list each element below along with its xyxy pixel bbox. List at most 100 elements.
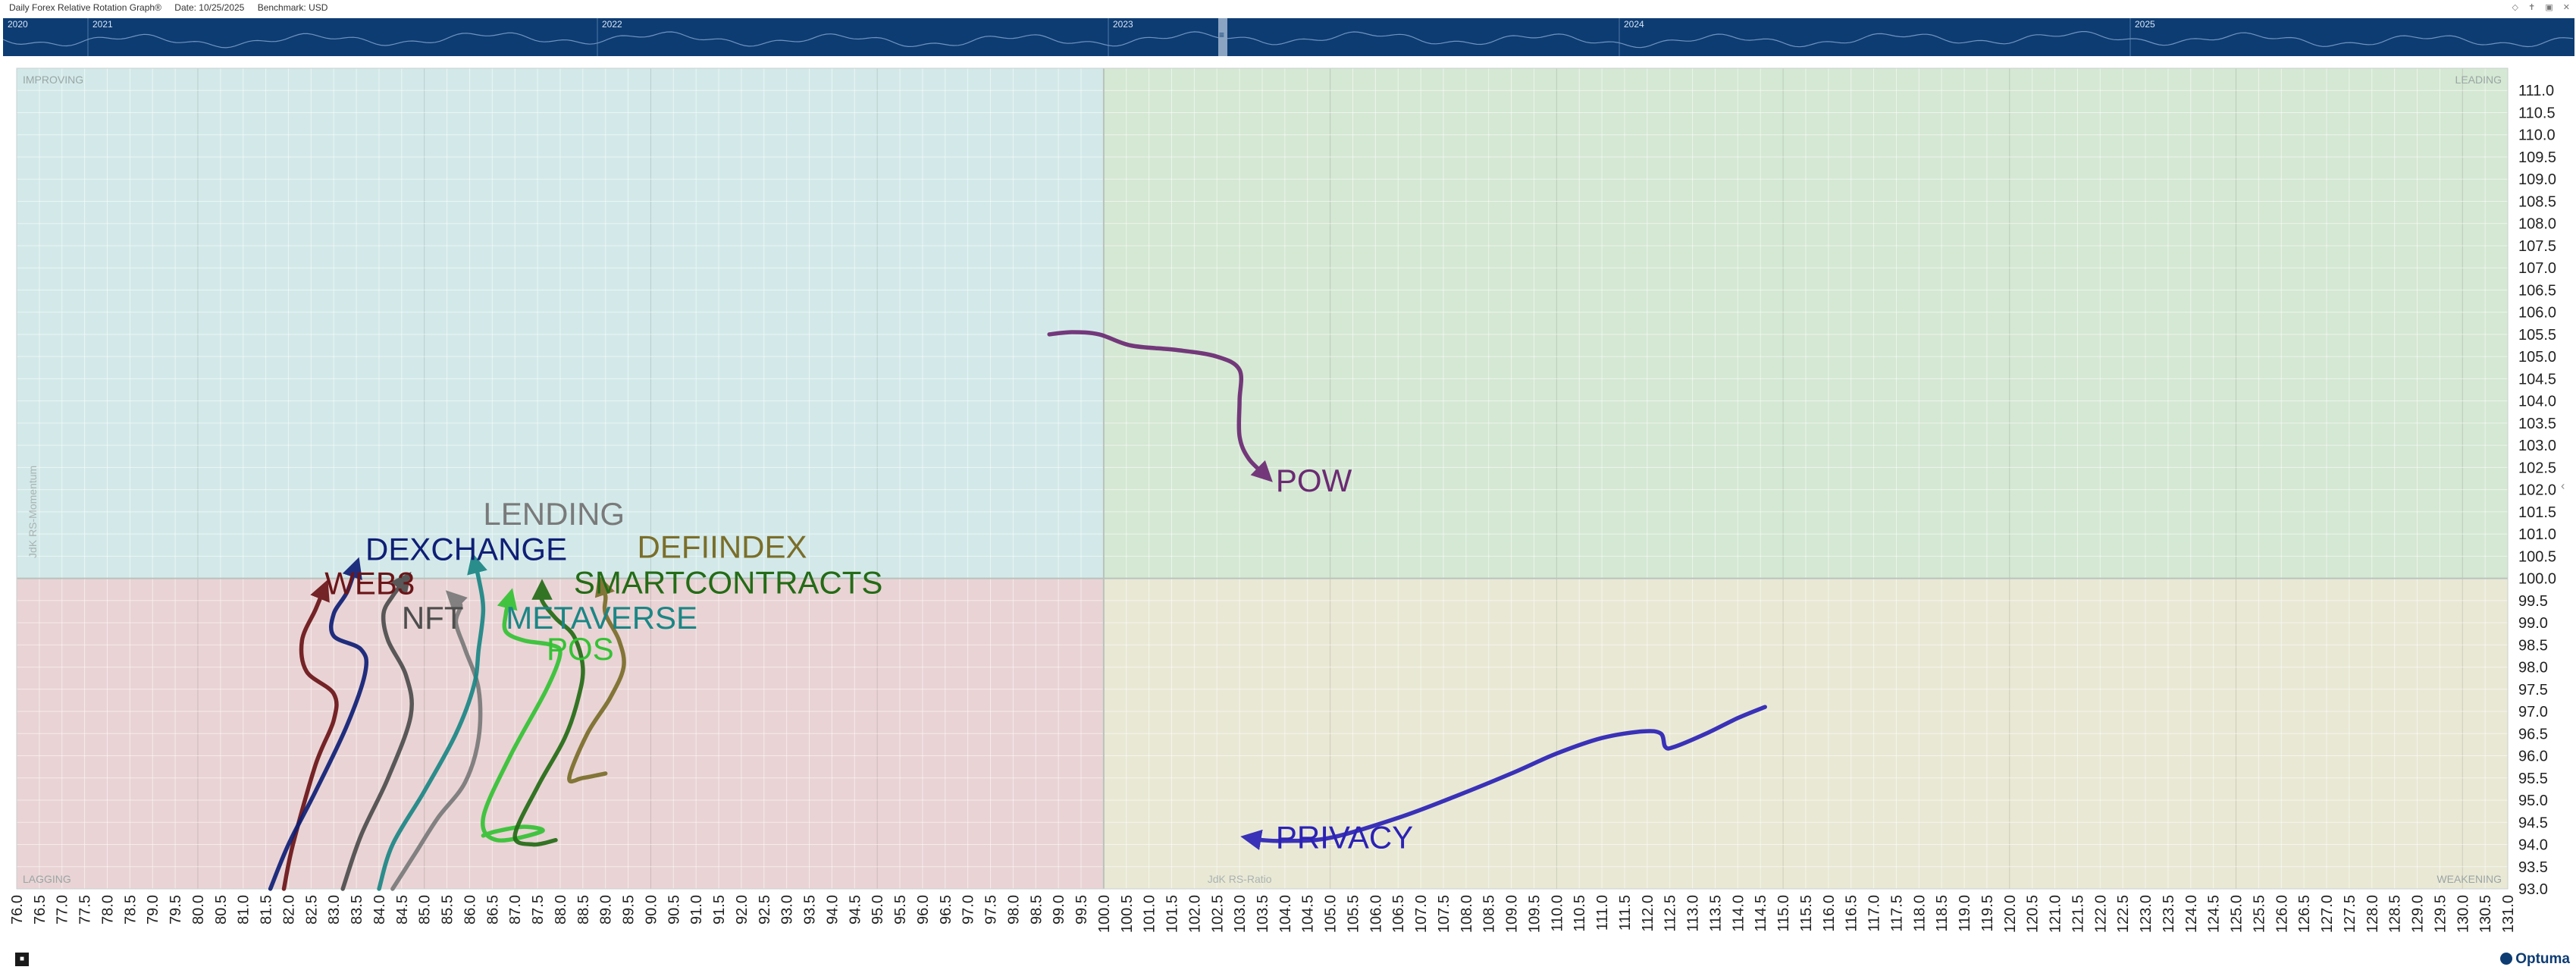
x-tick-label: 96.0 [915, 895, 932, 924]
label-privacy[interactable]: PRIVACY [1276, 820, 1413, 855]
label-lending[interactable]: LENDING [483, 496, 625, 532]
x-tick-label: 98.5 [1028, 895, 1045, 924]
label-metaverse[interactable]: METAVERSE [506, 600, 697, 636]
label-web3[interactable]: WEB3 [324, 566, 415, 601]
collapse-panel-icon[interactable]: ‹ [2561, 480, 2565, 493]
quadrant-label-improving: IMPROVING [23, 74, 83, 86]
x-tick-label: 77.0 [55, 895, 71, 924]
x-tick-label: 124.5 [2206, 895, 2223, 933]
x-tick-label: 125.0 [2229, 895, 2245, 933]
label-pos[interactable]: POS [547, 631, 614, 667]
tail-lending[interactable] [390, 590, 483, 891]
x-tick-label: 86.0 [462, 895, 478, 924]
x-tick-label: 127.5 [2342, 895, 2358, 933]
x-tick-label: 119.0 [1957, 895, 1973, 932]
x-tick-label: 92.5 [757, 895, 773, 924]
tail-dexchange[interactable] [268, 557, 369, 891]
timeline-scrubber[interactable]: 2020 2021 2022 2023 2024 2025 ≡ [3, 18, 2574, 56]
tail-metaverse[interactable] [377, 552, 487, 891]
x-tick-label: 76.0 [9, 895, 26, 924]
timeline-handle[interactable] [1218, 18, 1227, 56]
x-tick-label: 83.5 [349, 895, 365, 924]
x-tick-label: 81.5 [259, 895, 275, 924]
x-tick-label: 96.5 [938, 895, 954, 924]
y-tick-label: 109.5 [2518, 149, 2556, 166]
y-tick-label: 98.5 [2518, 637, 2548, 654]
y-tick-label: 109.0 [2518, 171, 2556, 188]
brand-text: Optuma [2515, 951, 2570, 967]
x-tick-label: 81.0 [236, 895, 252, 924]
x-tick-label: 92.0 [734, 895, 751, 924]
tail-pow[interactable] [1047, 330, 1273, 482]
y-tick-label: 93.0 [2518, 881, 2548, 898]
tail-nft[interactable] [340, 571, 415, 891]
tail-pos[interactable] [481, 588, 563, 843]
pin-icon[interactable]: ◇ [2512, 3, 2518, 12]
x-tick-label: 109.5 [1526, 895, 1543, 933]
y-tick-label: 104.5 [2518, 371, 2556, 388]
x-tick-label: 94.0 [824, 895, 841, 924]
x-tick-label: 101.0 [1142, 895, 1158, 933]
rrg-chart: IMPROVING LEADING LAGGING WEAKENING JdK RS-R… [9, 67, 2565, 933]
link-icon[interactable]: ✝ [2528, 3, 2536, 12]
x-tick-label: 97.0 [961, 895, 977, 924]
x-tick-label: 115.0 [1775, 895, 1792, 932]
x-tick-label: 123.0 [2138, 895, 2155, 933]
label-dexchange[interactable]: DEXCHANGE [365, 532, 567, 567]
tail-defiindex[interactable] [567, 574, 626, 784]
x-tick-label: 91.5 [711, 895, 728, 924]
timeline-year-label: 2022 [602, 19, 622, 30]
timeline-year-label: 2021 [92, 19, 113, 30]
chart-title: Daily Forex Relative Rotation Graph® Dat… [9, 2, 338, 13]
timeline-year-label: 2024 [1624, 19, 1644, 30]
timeline-history-line [3, 31, 2574, 49]
quadrant-label-leading: LEADING [2455, 74, 2502, 86]
label-nft[interactable]: NFT [402, 600, 464, 636]
x-tick-label: 85.0 [417, 895, 434, 924]
y-tick-label: 104.0 [2518, 394, 2556, 410]
close-icon[interactable]: ✕ [2562, 3, 2570, 12]
label-defiindex[interactable]: DEFIINDEX [638, 529, 807, 565]
timeline-handle-label: ≡ [1219, 30, 1224, 40]
y-tick-label: 107.0 [2518, 260, 2556, 277]
x-tick-label: 91.0 [688, 895, 705, 924]
x-tick-label: 102.0 [1186, 895, 1203, 933]
x-tick-label: 82.5 [303, 895, 320, 924]
y-tick-label: 111.0 [2518, 83, 2554, 99]
y-tick-label: 102.0 [2518, 482, 2556, 499]
x-tick-label: 84.0 [371, 895, 388, 924]
x-tick-label: 127.0 [2319, 895, 2336, 933]
x-tick-label: 113.0 [1685, 895, 1702, 932]
y-tick-label: 96.5 [2518, 726, 2548, 742]
y-tick-label: 101.5 [2518, 504, 2556, 521]
title-bar: Daily Forex Relative Rotation Graph® Dat… [0, 0, 2576, 17]
restore-icon[interactable]: ▣ [2545, 3, 2553, 12]
x-tick-label: 78.5 [122, 895, 139, 924]
x-tick-label: 103.0 [1232, 895, 1249, 933]
x-tick-label: 107.0 [1413, 895, 1430, 933]
corner-button[interactable]: ■ [15, 953, 29, 966]
x-tick-label: 76.5 [32, 895, 49, 924]
x-tick-label: 113.5 [1707, 895, 1724, 932]
x-tick-label: 110.5 [1572, 895, 1588, 932]
x-tick-label: 112.5 [1662, 895, 1679, 932]
label-smartcontracts[interactable]: SMARTCONTRACTS [574, 564, 883, 600]
x-tick-label: 83.0 [326, 895, 343, 924]
y-tick-label: 105.0 [2518, 349, 2556, 366]
y-tick-label: 107.5 [2518, 238, 2556, 255]
x-tick-label: 118.5 [1934, 895, 1951, 932]
y-tick-label: 103.5 [2518, 416, 2556, 432]
y-axis-name: JdK RS-Momentum [27, 466, 39, 558]
brand-logo: Optuma [2500, 951, 2570, 968]
x-tick-label: 108.5 [1481, 895, 1498, 933]
tail-smartcontracts[interactable] [512, 579, 585, 847]
label-pow[interactable]: POW [1276, 463, 1352, 498]
timeline-year-label: 2020 [8, 19, 28, 30]
x-tick-label: 121.0 [2048, 895, 2064, 933]
x-axis-name: JdK RS-Ratio [1208, 873, 1272, 885]
y-tick-label: 101.0 [2518, 526, 2556, 543]
x-tick-label: 102.5 [1209, 895, 1226, 933]
tail-privacy[interactable] [1240, 705, 1767, 850]
x-tick-label: 123.5 [2161, 895, 2177, 933]
x-tick-label: 116.5 [1844, 895, 1860, 932]
